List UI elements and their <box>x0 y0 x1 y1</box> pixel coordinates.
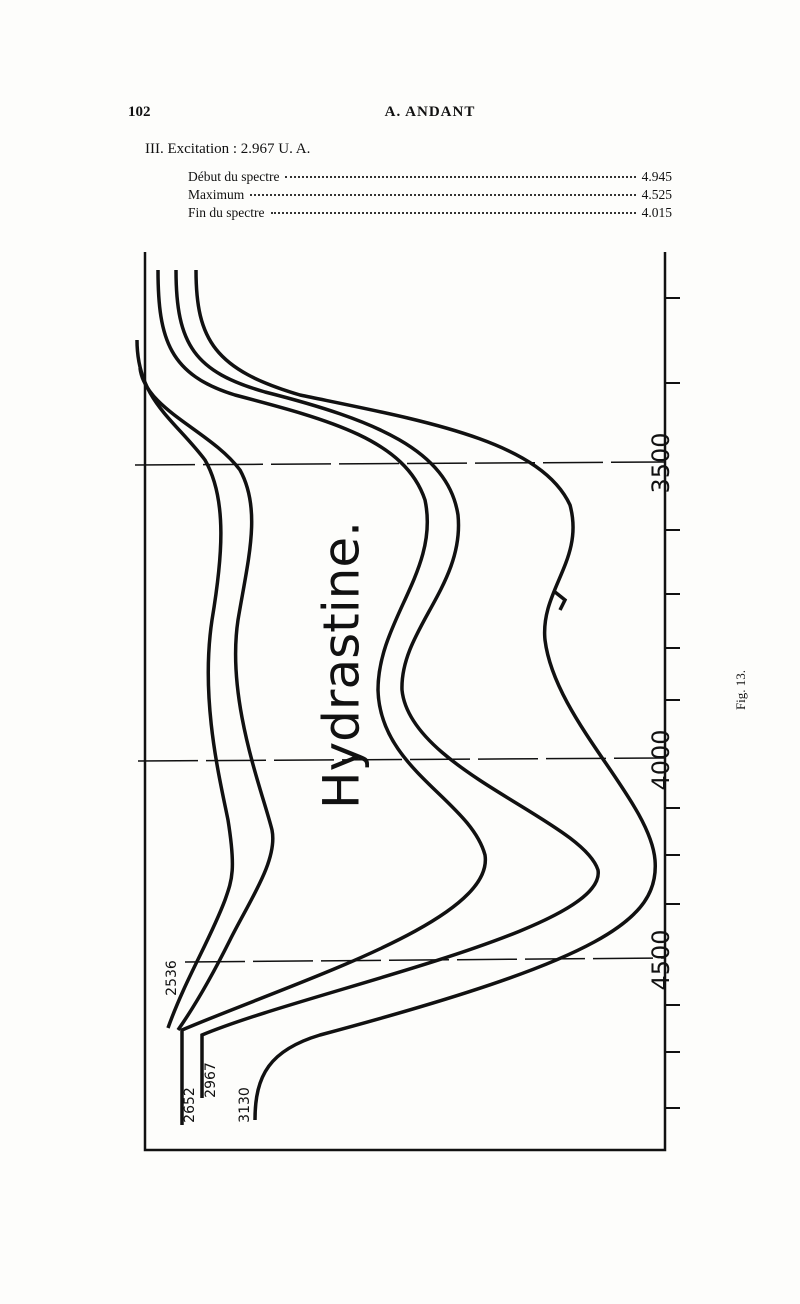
running-head: A. ANDANT <box>384 104 476 120</box>
row-label: Maximum <box>188 187 245 202</box>
row-value: 4.015 <box>641 205 672 220</box>
axis-label: 4000 <box>647 729 675 790</box>
figure-title: Hydrastine. <box>313 521 371 809</box>
curve-label: 2652 <box>182 1087 198 1123</box>
spectrum-row: Fin du spectre 4.015 <box>188 205 672 221</box>
row-label: Début du spectre <box>188 169 280 184</box>
axis-label: 4500 <box>647 929 675 990</box>
spectrum-row: Maximum 4.525 <box>188 187 672 203</box>
row-label: Fin du spectre <box>188 205 265 220</box>
spectrum-row: Début du spectre 4.945 <box>188 169 672 185</box>
curve-label: 3130 <box>237 1087 253 1123</box>
curve-label: 2967 <box>203 1062 219 1098</box>
row-value: 4.945 <box>641 169 672 184</box>
section-heading: III. Excitation : 2.967 U. A. <box>145 141 311 157</box>
row-value: 4.525 <box>641 187 672 202</box>
figure-caption: Fig. 13. <box>733 670 748 710</box>
curve-label: 2536 <box>164 960 180 996</box>
axis-label: 3500 <box>647 432 675 493</box>
page-number: 102 <box>128 104 151 120</box>
